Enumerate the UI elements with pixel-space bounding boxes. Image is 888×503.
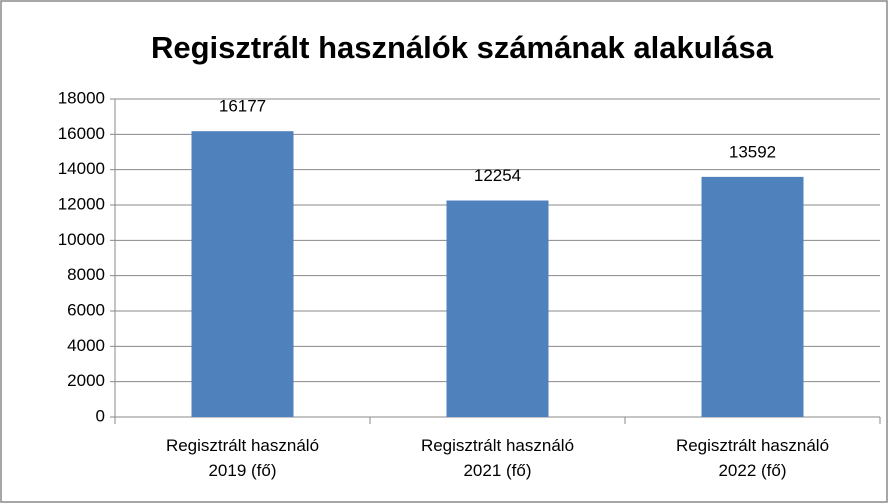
bar: [446, 200, 549, 417]
y-tick-label: 2000: [67, 371, 105, 390]
chart-title: Regisztrált használók számának alakulása: [151, 30, 774, 65]
y-tick-label: 6000: [67, 300, 105, 319]
bar: [701, 176, 804, 417]
y-tick-label: 0: [96, 406, 105, 425]
y-tick-label: 16000: [58, 124, 105, 143]
y-tick-label: 8000: [67, 265, 105, 284]
y-tick-label: 12000: [58, 194, 105, 213]
data-label: 13592: [729, 142, 776, 161]
bar: [191, 131, 294, 417]
y-tick-label: 14000: [58, 159, 105, 178]
data-label: 12254: [474, 166, 521, 185]
x-tick-label: Regisztrált használó 2021 (fő): [420, 436, 575, 480]
y-tick-label: 4000: [67, 336, 105, 355]
y-tick-label: 18000: [58, 88, 105, 107]
x-tick-label: Regisztrált használó 2022 (fő): [675, 436, 830, 480]
data-label: 16177: [219, 97, 266, 116]
x-tick-label: Regisztrált használó 2019 (fő): [165, 436, 320, 480]
y-tick-label: 10000: [58, 230, 105, 249]
